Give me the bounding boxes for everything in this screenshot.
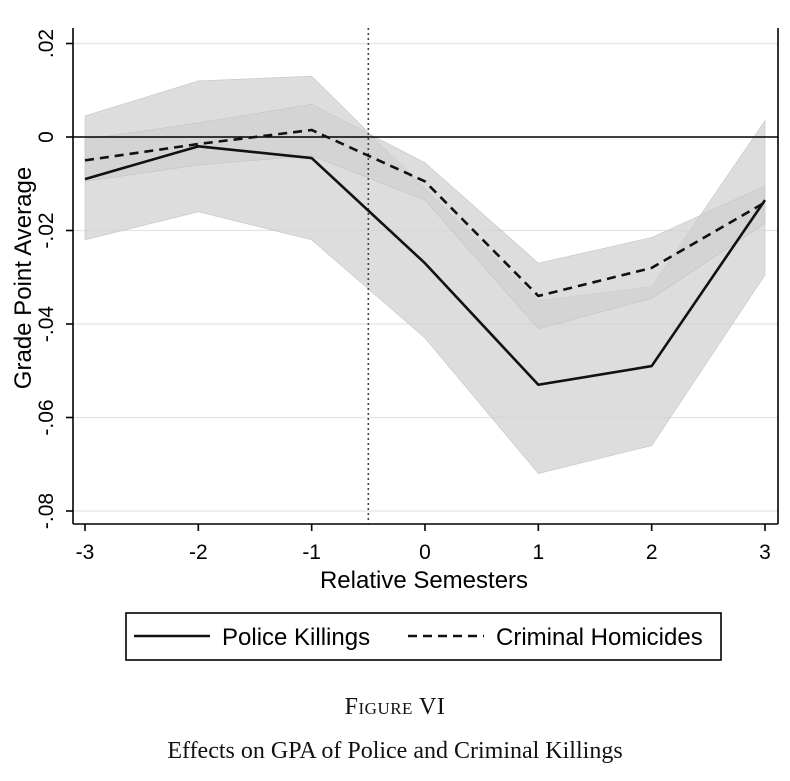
- x-tick-label: -1: [302, 541, 321, 564]
- y-tick-label: -.04: [35, 306, 58, 343]
- x-tick-label: 3: [759, 541, 771, 564]
- figure-caption: Effects on GPA of Police and Criminal Ki…: [167, 738, 623, 764]
- y-tick-label: -.08: [35, 493, 58, 529]
- x-axis-title: Relative Semesters: [320, 567, 528, 594]
- chart-svg: .02 0 -.02 -.04 -.06 -.08 -3 -2 -1 0 1 2 3 Relative …: [10, 28, 779, 661]
- legend-label-criminal-homicides: Criminal Homicides: [496, 624, 703, 651]
- confidence-bands: [84, 75, 766, 474]
- y-tick-label: 0: [35, 131, 58, 143]
- y-tick-label: -.06: [35, 399, 58, 435]
- figure-label: Figure VI: [344, 694, 446, 720]
- legend-label-police-killings: Police Killings: [222, 624, 370, 651]
- ci-band-criminal-homicides: [84, 103, 766, 330]
- legend: Police Killings Criminal Homicides: [125, 612, 722, 661]
- y-tick-label: .02: [35, 29, 58, 58]
- x-tick-label: 0: [419, 541, 431, 564]
- series-line-police-killings: [84, 145, 767, 387]
- series-line-criminal-homicides: [84, 128, 766, 298]
- x-tick-label: -3: [76, 541, 95, 564]
- x-tick-label: 1: [532, 541, 544, 564]
- x-tick-label: -2: [189, 541, 208, 564]
- y-axis-title: Grade Point Average: [10, 167, 37, 389]
- series-lines: [84, 128, 767, 387]
- x-tick-label: 2: [646, 541, 658, 564]
- tick-labels: .02 0 -.02 -.04 -.06 -.08 -3 -2 -1 0 1 2 3: [35, 29, 771, 564]
- y-tick-label: -.02: [35, 212, 58, 248]
